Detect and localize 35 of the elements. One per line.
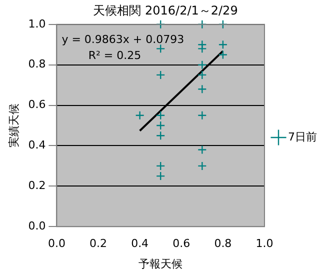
point <box>156 131 166 140</box>
annotation: y = 0.9863x + 0.0793 <box>62 32 184 46</box>
point <box>156 44 166 54</box>
x-tick-label: 0.0 <box>48 237 66 250</box>
point <box>156 110 166 120</box>
point <box>198 44 207 54</box>
y-tick-label: 0.6 <box>28 98 46 112</box>
y-tick-label: 0.0 <box>28 219 46 232</box>
y-tick-label: 0.4 <box>28 138 46 152</box>
x-tick-label: 0.8 <box>214 237 232 250</box>
point <box>198 161 207 171</box>
point <box>156 161 166 171</box>
y-tick-label: 1.0 <box>28 17 46 30</box>
annotation: R² = 0.25 <box>88 48 142 62</box>
x-tick-label: 0.6 <box>172 237 190 250</box>
point <box>198 70 207 80</box>
point <box>198 145 207 154</box>
point <box>218 40 228 50</box>
y-tick-label: 0.8 <box>28 58 46 71</box>
chart-title: 天候相関 2016/2/1～2/29 <box>93 3 238 18</box>
x-axis-title: 予報天候 <box>138 257 183 270</box>
point <box>156 171 166 181</box>
point <box>198 84 207 94</box>
legend-label: 7日前 <box>288 130 317 144</box>
y-axis-title: 実績天候 <box>7 104 20 148</box>
x-tick-label: 1.0 <box>256 237 274 250</box>
point <box>156 120 166 130</box>
point <box>156 70 166 80</box>
point <box>198 110 207 120</box>
y-tick-label: 0.2 <box>28 179 46 192</box>
point <box>218 50 228 60</box>
point <box>198 60 207 70</box>
x-tick-label: 0.2 <box>90 237 108 250</box>
x-tick-label: 0.4 <box>131 237 149 250</box>
point <box>135 110 144 120</box>
